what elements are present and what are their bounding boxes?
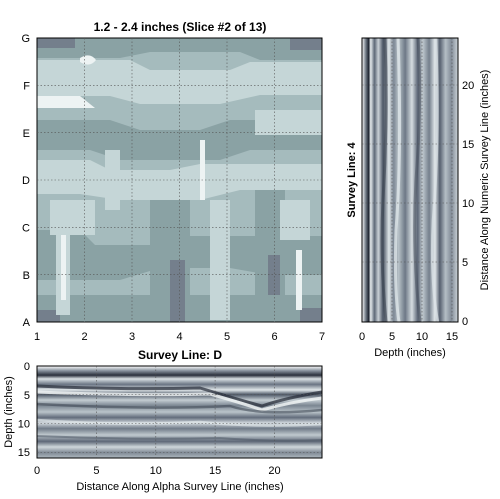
bottom-x-tick-15: 15 <box>209 465 221 477</box>
right-x-tick-5: 5 <box>389 331 395 343</box>
main-y-tick-c: C <box>22 223 30 235</box>
main-x-tick-3: 3 <box>129 331 135 343</box>
bottom-x-tick-10: 10 <box>150 465 162 477</box>
right-x-ticks: 0 5 10 15 <box>359 331 458 343</box>
right-heatmap <box>362 38 458 322</box>
right-xlabel: Depth (inches) <box>374 347 446 359</box>
main-y-ticks: A B C D E F G <box>21 33 30 329</box>
bottom-x-tick-0: 0 <box>34 465 40 477</box>
main-x-tick-1: 1 <box>34 331 40 343</box>
main-x-ticks: 1 2 3 4 5 6 7 <box>34 331 325 343</box>
right-y-tick-15: 15 <box>462 139 474 151</box>
main-x-tick-5: 5 <box>224 331 230 343</box>
bottom-heatmap <box>37 366 322 458</box>
bottom-grid <box>37 366 322 458</box>
right-plot: 0 5 10 15 0 5 10 15 20 Depth (inches) Su… <box>346 37 491 359</box>
right-y-tick-5: 5 <box>462 257 468 269</box>
main-x-tick-2: 2 <box>81 331 87 343</box>
right-y-tick-0: 0 <box>462 316 468 328</box>
main-y-tick-g: G <box>21 33 30 45</box>
bottom-x-tick-5: 5 <box>93 465 99 477</box>
main-title: 1.2 - 2.4 inches (Slice #2 of 13) <box>94 20 267 34</box>
main-x-tick-6: 6 <box>271 331 277 343</box>
main-y-tick-d: D <box>22 175 30 187</box>
main-x-tick-7: 7 <box>319 331 325 343</box>
bottom-frame <box>36 365 323 459</box>
main-y-tick-a: A <box>23 317 31 329</box>
bottom-xlabel: Distance Along Alpha Survey Line (inches… <box>76 481 283 493</box>
main-y-tick-e: E <box>23 128 30 140</box>
right-frame <box>361 37 459 323</box>
right-y-tick-10: 10 <box>462 198 474 210</box>
right-x-tick-10: 10 <box>416 331 428 343</box>
right-x-tick-0: 0 <box>359 331 365 343</box>
right-y-tick-20: 20 <box>462 80 474 92</box>
right-ylabel-right: Distance Along Numeric Survey Line (inch… <box>479 70 491 291</box>
bottom-plot: Survey Line: D 0 5 10 15 20 0 <box>3 348 323 493</box>
main-plot: 1.2 - 2.4 inches (Slice #2 of 13) <box>21 20 325 343</box>
bottom-ylabel: Depth (inches) <box>3 376 15 448</box>
bottom-x-ticks: 0 5 10 15 20 <box>34 465 281 477</box>
bottom-y-tick-15: 15 <box>18 447 30 459</box>
right-y-ticks: 0 5 10 15 20 <box>462 80 474 328</box>
bottom-x-tick-20: 20 <box>268 465 280 477</box>
bottom-y-tick-10: 10 <box>18 419 30 431</box>
main-x-tick-4: 4 <box>176 331 182 343</box>
right-ylabel-left: Survey Line: 4 <box>346 142 358 218</box>
bottom-y-tick-5: 5 <box>24 390 30 402</box>
main-y-tick-b: B <box>23 270 30 282</box>
bottom-y-ticks: 0 5 10 15 <box>18 361 30 459</box>
main-y-tick-f: F <box>23 81 30 93</box>
bottom-title: Survey Line: D <box>138 348 222 362</box>
bottom-y-tick-0: 0 <box>24 361 30 373</box>
right-x-tick-15: 15 <box>446 331 458 343</box>
